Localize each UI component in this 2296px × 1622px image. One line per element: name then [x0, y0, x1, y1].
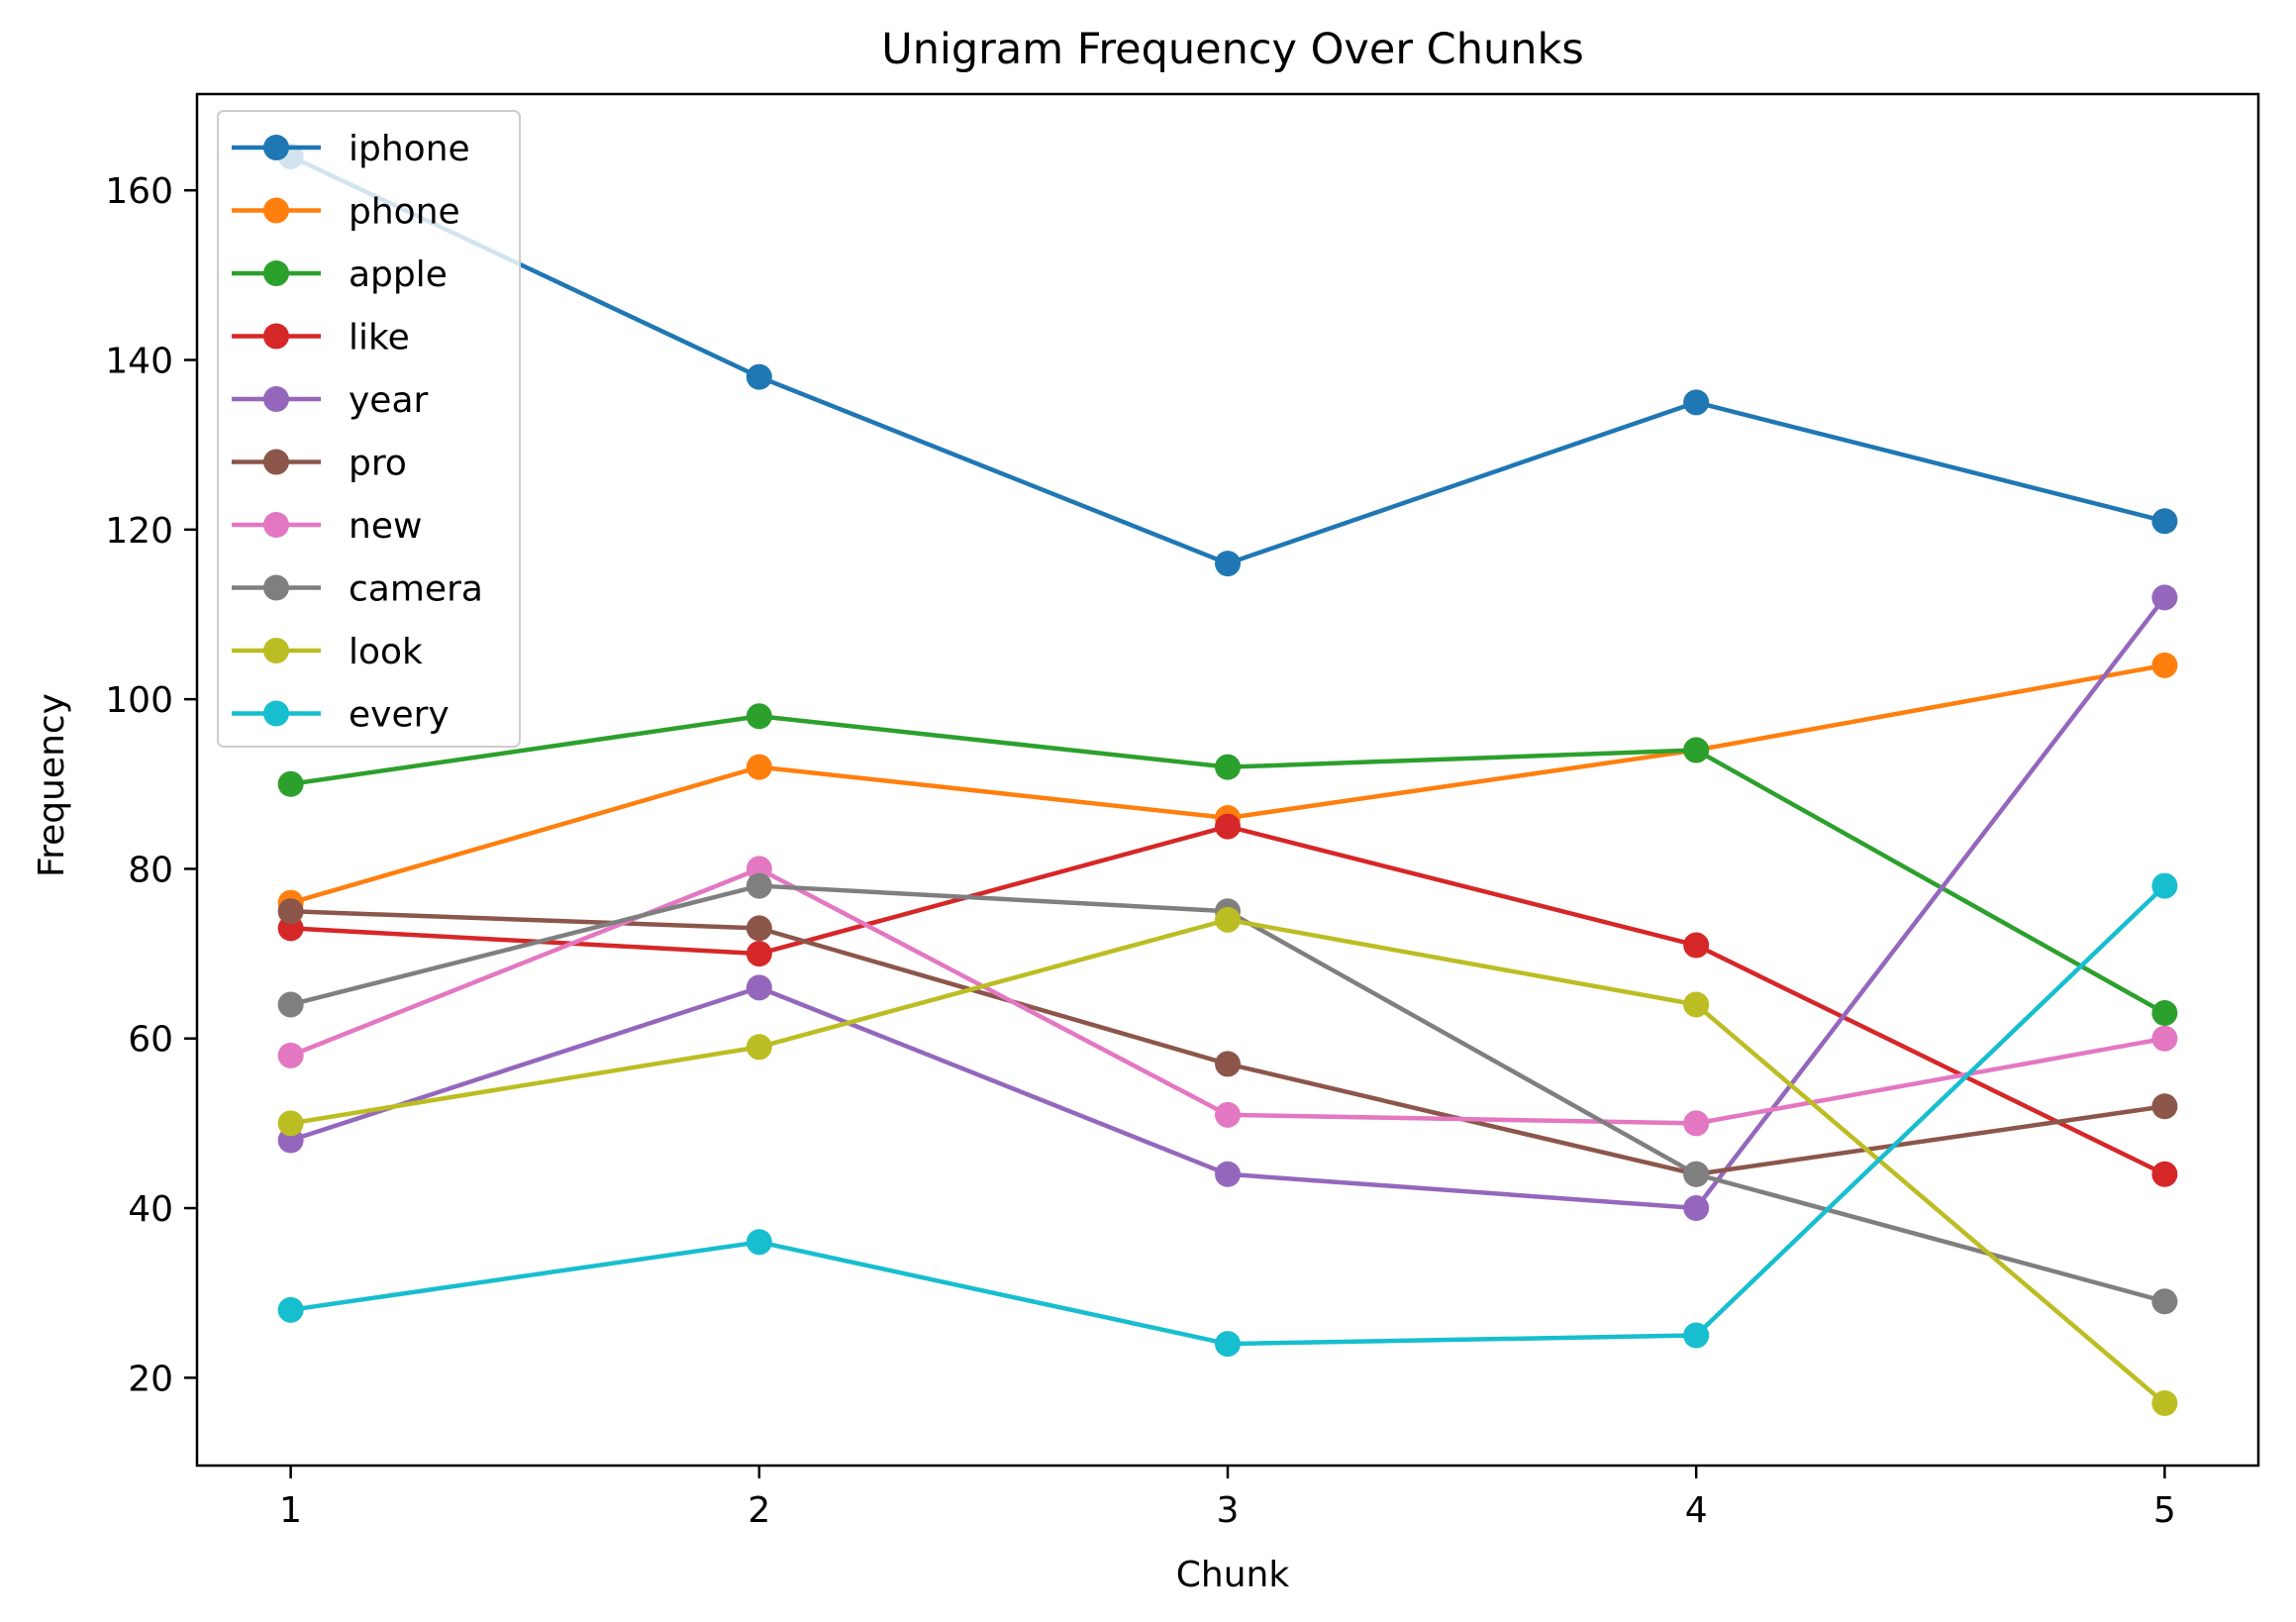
series-new	[277, 856, 2178, 1137]
axes: 1 2 3 4 5 20 40 60 80 100 120 140 160	[105, 92, 2260, 1531]
data-point-every	[746, 1229, 772, 1256]
legend-marker-pro	[263, 449, 289, 475]
data-point-like	[746, 941, 772, 967]
legend-label-every: every	[349, 695, 449, 736]
x-tick-label: 4	[1685, 1490, 1708, 1531]
legend-entry-pro: pro	[232, 444, 407, 484]
y-tick-label: 120	[105, 511, 173, 552]
x-tick-label: 2	[748, 1490, 770, 1531]
legend-marker-look	[263, 638, 289, 663]
y-tick-label: 140	[105, 342, 173, 382]
data-point-look	[1683, 991, 1710, 1018]
plot-area	[277, 143, 2178, 1417]
data-point-like	[1215, 813, 1241, 840]
data-point-apple	[1215, 754, 1241, 780]
data-point-new	[1683, 1110, 1710, 1137]
data-point-year	[2151, 584, 2178, 611]
series-every	[277, 872, 2178, 1358]
legend-label-look: look	[349, 632, 423, 672]
legend-marker-camera	[263, 574, 289, 601]
legend-label-new: new	[349, 506, 422, 547]
legend-marker-every	[263, 700, 289, 727]
data-point-look	[277, 1110, 304, 1137]
data-point-new	[1215, 1101, 1241, 1128]
legend-entry-like: like	[232, 318, 410, 358]
y-tick-label: 160	[105, 171, 173, 212]
legend-entry-every: every	[232, 695, 449, 736]
data-point-every	[1683, 1322, 1710, 1349]
data-point-like	[2151, 1161, 2178, 1187]
legend-marker-new	[263, 512, 289, 538]
data-point-iphone	[1215, 551, 1241, 577]
data-point-every	[277, 1296, 304, 1323]
data-point-camera	[277, 991, 304, 1018]
data-point-pro	[2151, 1093, 2178, 1120]
data-point-iphone	[2151, 508, 2178, 535]
data-point-year	[1683, 1195, 1710, 1222]
x-axis-label: Chunk	[1176, 1555, 1290, 1595]
data-point-like	[1683, 932, 1710, 959]
data-point-phone	[746, 754, 772, 780]
data-point-look	[1215, 906, 1241, 933]
legend-label-iphone: iphone	[349, 129, 470, 169]
data-point-camera	[1683, 1161, 1710, 1187]
data-point-look	[2151, 1390, 2178, 1417]
data-point-pro	[1215, 1051, 1241, 1077]
legend: iphone phone apple like year pro new camera look…	[217, 110, 521, 748]
data-point-year	[746, 974, 772, 1001]
y-tick-label: 40	[128, 1189, 173, 1230]
data-point-look	[746, 1034, 772, 1061]
x-tick-label: 1	[279, 1490, 302, 1531]
data-point-apple	[746, 703, 772, 730]
legend-label-apple: apple	[349, 254, 448, 295]
x-tick-label: 5	[2153, 1490, 2176, 1531]
y-axis-label: Frequency	[32, 693, 72, 877]
legend-entry-apple: apple	[232, 254, 448, 295]
data-point-iphone	[1683, 389, 1710, 416]
legend-entry-phone: phone	[232, 192, 460, 233]
series-look	[277, 906, 2178, 1417]
y-tick-label: 60	[128, 1020, 173, 1061]
legend-marker-like	[263, 323, 289, 350]
legend-entry-look: look	[232, 632, 423, 672]
legend-entry-camera: camera	[232, 569, 483, 610]
legend-label-year: year	[349, 380, 429, 421]
y-tick-label: 100	[105, 680, 173, 721]
data-point-apple	[277, 770, 304, 797]
data-point-phone	[2151, 652, 2178, 678]
series-apple	[277, 703, 2178, 1027]
data-point-pro	[746, 915, 772, 942]
legend-label-pro: pro	[349, 444, 407, 484]
data-point-new	[277, 1042, 304, 1068]
data-point-pro	[277, 898, 304, 925]
chart-title: Unigram Frequency Over Chunks	[881, 25, 1584, 74]
legend-label-camera: camera	[349, 569, 483, 610]
legend-entry-iphone: iphone	[232, 129, 470, 169]
data-point-camera	[2151, 1288, 2178, 1315]
data-point-iphone	[746, 363, 772, 390]
y-tick-label: 20	[128, 1359, 173, 1399]
series-year	[277, 584, 2178, 1222]
data-point-every	[2151, 872, 2178, 899]
legend-label-phone: phone	[349, 192, 460, 233]
legend-label-like: like	[349, 318, 410, 358]
data-point-every	[1215, 1331, 1241, 1358]
legend-entry-new: new	[232, 506, 422, 547]
x-tick-label: 3	[1217, 1490, 1240, 1531]
data-point-new	[2151, 1025, 2178, 1052]
legend-marker-year	[263, 386, 289, 412]
data-point-camera	[746, 872, 772, 899]
data-point-year	[1215, 1161, 1241, 1187]
legend-marker-phone	[263, 197, 289, 224]
legend-entry-year: year	[232, 380, 429, 421]
legend-marker-apple	[263, 260, 289, 286]
data-point-apple	[1683, 737, 1710, 763]
y-tick-label: 80	[128, 850, 173, 890]
legend-marker-iphone	[263, 135, 289, 160]
data-point-apple	[2151, 1000, 2178, 1027]
